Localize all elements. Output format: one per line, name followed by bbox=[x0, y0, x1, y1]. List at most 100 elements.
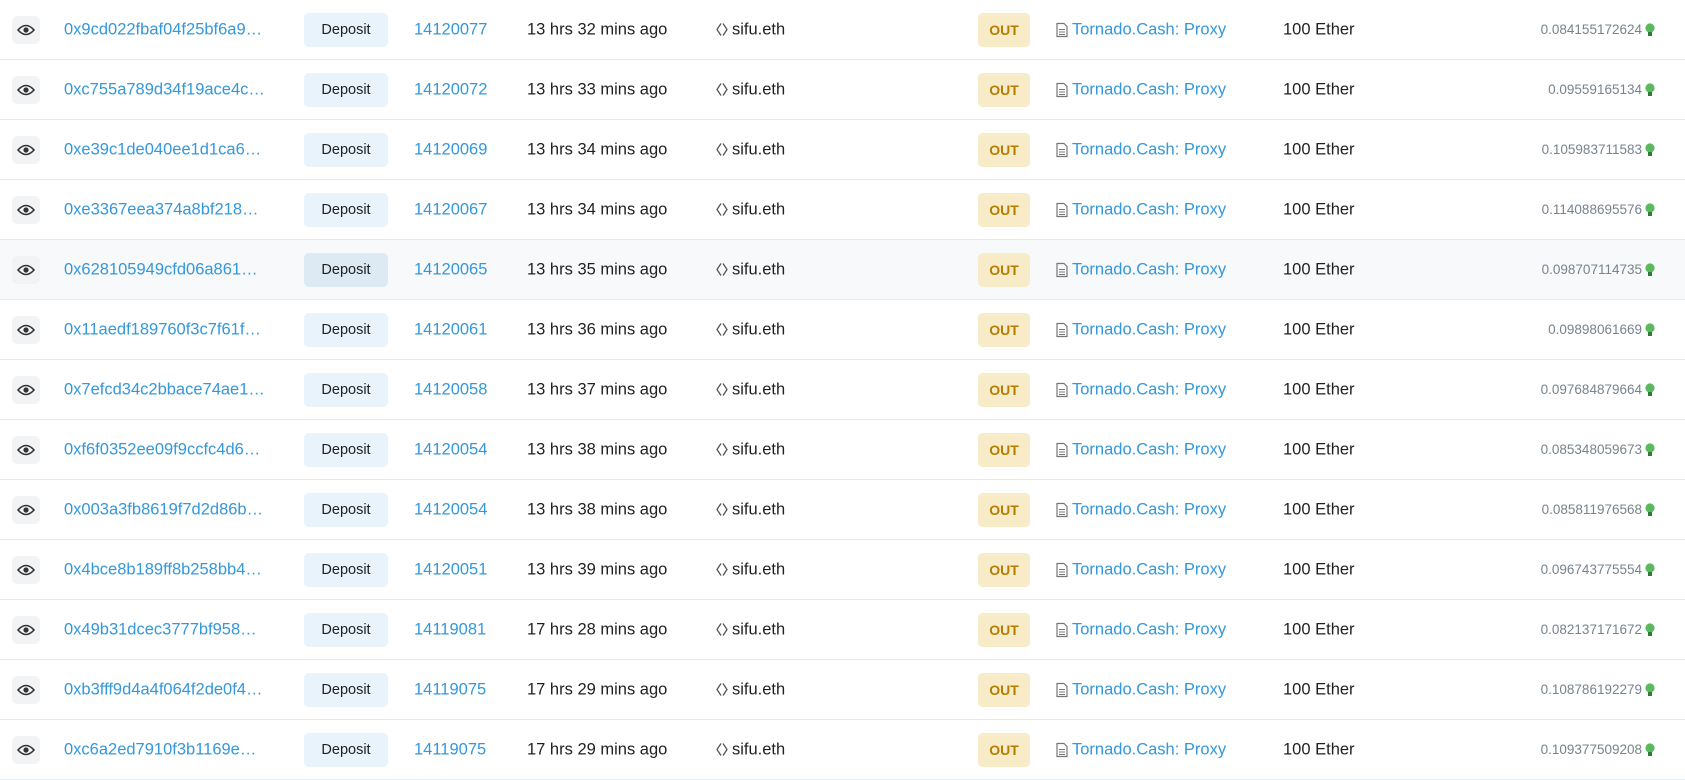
view-details-eye-icon[interactable] bbox=[12, 435, 40, 464]
from-label: sifu.eth bbox=[732, 80, 786, 98]
view-details-eye-icon[interactable] bbox=[12, 495, 40, 524]
view-details-eye-icon[interactable] bbox=[12, 615, 40, 644]
value-text: 100 Ether bbox=[1283, 140, 1355, 158]
ens-icon bbox=[716, 383, 728, 396]
txn-fee: 0.09559165134 bbox=[1548, 82, 1655, 98]
age-text: 17 hrs 29 mins ago bbox=[527, 680, 668, 698]
value-text: 100 Ether bbox=[1283, 320, 1355, 338]
block-link[interactable]: 14120069 bbox=[414, 140, 488, 158]
txn-hash-link[interactable]: 0xb3fff9d4a4f064f2de0f4… bbox=[64, 680, 263, 698]
fee-value: 0.105983711583 bbox=[1541, 142, 1642, 157]
txn-hash-link[interactable]: 0x628105949cfd06a861… bbox=[64, 260, 258, 278]
block-link[interactable]: 14119075 bbox=[414, 740, 487, 758]
txn-hash-link[interactable]: 0xf6f0352ee09f9ccfc4d6… bbox=[64, 440, 261, 458]
to-address-link[interactable]: Tornado.Cash: Proxy bbox=[1056, 140, 1226, 159]
to-address-link[interactable]: Tornado.Cash: Proxy bbox=[1056, 680, 1226, 699]
from-address[interactable]: sifu.eth bbox=[716, 80, 785, 99]
to-address-link[interactable]: Tornado.Cash: Proxy bbox=[1056, 560, 1226, 579]
table-row: 0x49b31dcec3777bf958… Deposit 14119081 1… bbox=[0, 600, 1685, 660]
to-address-link[interactable]: Tornado.Cash: Proxy bbox=[1056, 20, 1226, 39]
to-label: Tornado.Cash: Proxy bbox=[1072, 380, 1227, 398]
txn-hash-link[interactable]: 0xe3367eea374a8bf218… bbox=[64, 200, 259, 218]
view-details-eye-icon[interactable] bbox=[12, 195, 40, 224]
to-address-link[interactable]: Tornado.Cash: Proxy bbox=[1056, 80, 1226, 99]
txn-hash-link[interactable]: 0xe39c1de040ee1d1ca6… bbox=[64, 140, 262, 158]
to-address-link[interactable]: Tornado.Cash: Proxy bbox=[1056, 260, 1226, 279]
from-address[interactable]: sifu.eth bbox=[716, 680, 785, 699]
block-link[interactable]: 14120051 bbox=[414, 560, 488, 578]
from-address[interactable]: sifu.eth bbox=[716, 740, 785, 759]
view-details-eye-icon[interactable] bbox=[12, 675, 40, 704]
txn-hash-link[interactable]: 0x9cd022fbaf04f25bf6a9… bbox=[64, 20, 263, 38]
direction-badge: OUT bbox=[978, 432, 1030, 467]
block-link[interactable]: 14120054 bbox=[414, 500, 488, 518]
txn-hash-link[interactable]: 0x4bce8b189ff8b258bb4… bbox=[64, 560, 262, 578]
contract-file-icon bbox=[1056, 622, 1068, 637]
method-badge: Deposit bbox=[304, 72, 388, 107]
view-details-eye-icon[interactable] bbox=[12, 15, 40, 44]
view-details-eye-icon[interactable] bbox=[12, 75, 40, 104]
direction-badge: OUT bbox=[978, 132, 1030, 167]
from-address[interactable]: sifu.eth bbox=[716, 260, 785, 279]
txn-hash-link[interactable]: 0x11aedf189760f3c7f61f… bbox=[64, 320, 261, 338]
to-label: Tornado.Cash: Proxy bbox=[1072, 620, 1227, 638]
to-address-link[interactable]: Tornado.Cash: Proxy bbox=[1056, 740, 1226, 759]
txn-fee: 0.105983711583 bbox=[1542, 142, 1655, 158]
from-address[interactable]: sifu.eth bbox=[716, 320, 785, 339]
txn-hash-link[interactable]: 0x003a3fb8619f7d2d86b… bbox=[64, 500, 264, 518]
txn-fee: 0.09898061669 bbox=[1548, 322, 1655, 338]
to-address-link[interactable]: Tornado.Cash: Proxy bbox=[1056, 620, 1226, 639]
view-details-eye-icon[interactable] bbox=[12, 135, 40, 164]
txn-hash-link[interactable]: 0x7efcd34c2bbace74ae1… bbox=[64, 380, 265, 398]
block-link[interactable]: 14120067 bbox=[414, 200, 488, 218]
fee-value: 0.108786192279 bbox=[1540, 682, 1642, 697]
contract-file-icon bbox=[1056, 502, 1068, 517]
to-address-link[interactable]: Tornado.Cash: Proxy bbox=[1056, 320, 1226, 339]
block-link[interactable]: 14120065 bbox=[414, 260, 488, 278]
to-address-link[interactable]: Tornado.Cash: Proxy bbox=[1056, 380, 1226, 399]
view-details-eye-icon[interactable] bbox=[12, 555, 40, 584]
age-text: 17 hrs 28 mins ago bbox=[527, 620, 668, 638]
block-link[interactable]: 14120077 bbox=[414, 20, 488, 38]
block-link[interactable]: 14120058 bbox=[414, 380, 488, 398]
gas-bulb-icon bbox=[1645, 82, 1655, 96]
block-link[interactable]: 14119081 bbox=[414, 620, 487, 638]
from-address[interactable]: sifu.eth bbox=[716, 620, 785, 639]
from-address[interactable]: sifu.eth bbox=[716, 500, 785, 519]
from-label: sifu.eth bbox=[732, 740, 786, 758]
from-address[interactable]: sifu.eth bbox=[716, 140, 785, 159]
view-details-eye-icon[interactable] bbox=[12, 735, 40, 764]
ens-icon bbox=[716, 23, 728, 36]
block-link[interactable]: 14119075 bbox=[414, 680, 487, 698]
txn-hash-link[interactable]: 0xc6a2ed7910f3b1169e… bbox=[64, 740, 257, 758]
table-row: 0x7efcd34c2bbace74ae1… Deposit 14120058 … bbox=[0, 360, 1685, 420]
to-label: Tornado.Cash: Proxy bbox=[1072, 560, 1227, 578]
contract-file-icon bbox=[1056, 442, 1068, 457]
from-address[interactable]: sifu.eth bbox=[716, 560, 785, 579]
from-address[interactable]: sifu.eth bbox=[716, 380, 785, 399]
gas-bulb-icon bbox=[1645, 742, 1655, 756]
to-address-link[interactable]: Tornado.Cash: Proxy bbox=[1056, 440, 1226, 459]
from-address[interactable]: sifu.eth bbox=[716, 20, 785, 39]
from-address[interactable]: sifu.eth bbox=[716, 200, 785, 219]
view-details-eye-icon[interactable] bbox=[12, 255, 40, 284]
view-details-eye-icon[interactable] bbox=[12, 315, 40, 344]
contract-file-icon bbox=[1056, 562, 1068, 577]
to-address-link[interactable]: Tornado.Cash: Proxy bbox=[1056, 500, 1226, 519]
to-address-link[interactable]: Tornado.Cash: Proxy bbox=[1056, 200, 1226, 219]
txn-hash-link[interactable]: 0x49b31dcec3777bf958… bbox=[64, 620, 257, 638]
txn-hash-link[interactable]: 0xc755a789d34f19ace4c… bbox=[64, 80, 265, 98]
value-text: 100 Ether bbox=[1283, 260, 1355, 278]
from-label: sifu.eth bbox=[732, 200, 786, 218]
direction-badge: OUT bbox=[978, 72, 1030, 107]
block-link[interactable]: 14120072 bbox=[414, 80, 488, 98]
ens-icon bbox=[716, 563, 728, 576]
block-link[interactable]: 14120054 bbox=[414, 440, 488, 458]
from-address[interactable]: sifu.eth bbox=[716, 440, 785, 459]
value-text: 100 Ether bbox=[1283, 560, 1355, 578]
txn-fee: 0.097684879664 bbox=[1541, 382, 1655, 398]
block-link[interactable]: 14120061 bbox=[414, 320, 488, 338]
view-details-eye-icon[interactable] bbox=[12, 375, 40, 404]
age-text: 17 hrs 29 mins ago bbox=[527, 740, 668, 758]
